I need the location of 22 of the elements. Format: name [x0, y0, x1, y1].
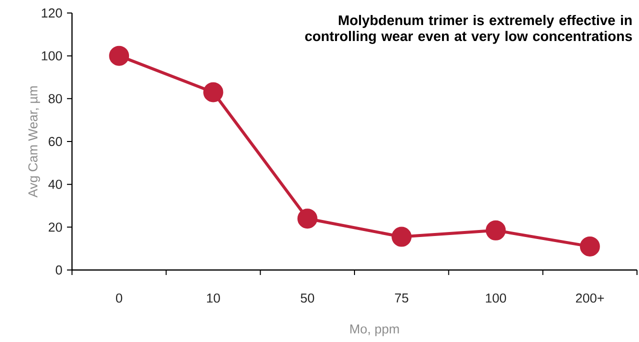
x-tick-label: 0 [116, 294, 122, 303]
y-tick-label: 100 [42, 51, 62, 60]
x-tick-label: 50 [300, 294, 314, 303]
y-tick-label: 60 [48, 136, 62, 146]
y-axis-title: Avg Cam Wear, µm [28, 86, 40, 198]
x-tick-label: 75 [395, 294, 408, 303]
point [297, 208, 318, 229]
point [203, 82, 224, 102]
y-tick-label: 0 [56, 265, 62, 275]
x-tick-label: 10 [207, 294, 220, 303]
point [486, 220, 506, 240]
point [109, 46, 130, 66]
y-tick-label: 120 [42, 8, 62, 18]
x-tick-label: 200+ [576, 294, 604, 303]
y-tick-label: 20 [48, 222, 62, 232]
y-tick-label: 80 [48, 94, 62, 104]
x-axis-title: Mo, ppm [350, 324, 399, 336]
x-tick-label: 100 [486, 294, 506, 303]
point [392, 226, 412, 247]
annotation: Molybdenum trimer is extremely effective in controlling wear even at very low concentrations [305, 14, 632, 44]
y-tick-label: 40 [48, 180, 62, 189]
point [580, 236, 600, 256]
